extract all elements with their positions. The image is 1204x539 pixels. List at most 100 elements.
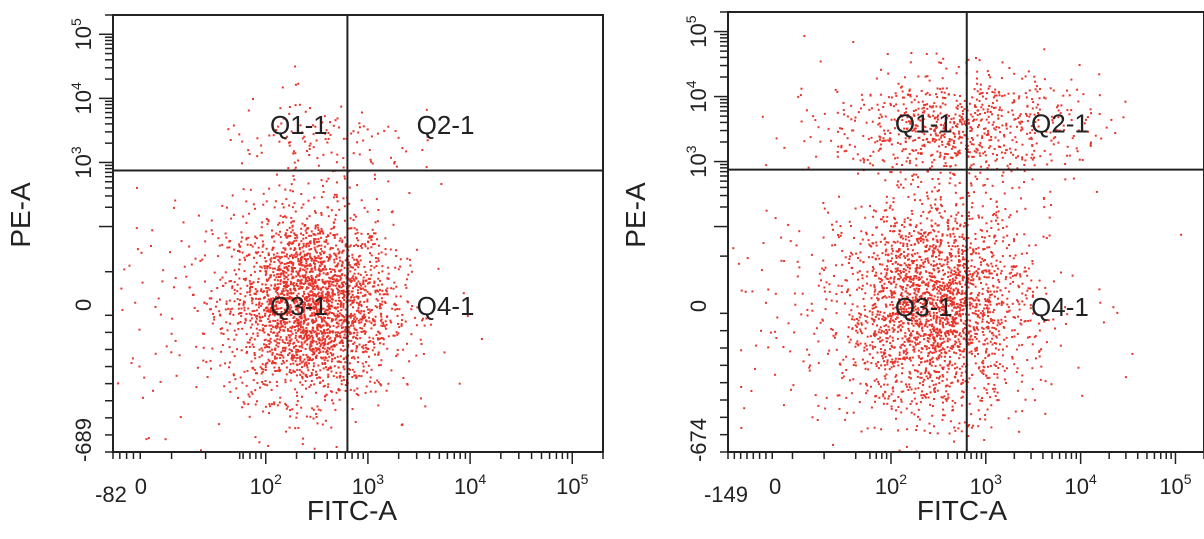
data-point	[228, 381, 231, 384]
data-point	[863, 362, 866, 365]
data-point	[297, 323, 300, 326]
data-point	[884, 352, 887, 355]
data-point	[260, 288, 263, 291]
data-point	[925, 310, 928, 313]
data-point	[903, 341, 906, 343]
data-point	[256, 323, 259, 326]
data-point	[268, 320, 271, 323]
data-point	[269, 306, 272, 309]
data-point	[405, 150, 408, 153]
data-point	[920, 394, 923, 397]
data-point	[938, 262, 941, 265]
data-point	[356, 237, 358, 240]
data-point	[275, 327, 278, 330]
data-point	[365, 361, 367, 364]
data-point	[202, 359, 205, 362]
data-point	[285, 298, 288, 300]
data-point	[309, 256, 312, 259]
data-point	[353, 227, 356, 230]
data-point	[285, 404, 288, 407]
data-point	[899, 357, 902, 360]
data-point	[299, 328, 302, 331]
data-point	[305, 260, 308, 263]
data-point	[319, 288, 322, 291]
data-point	[290, 372, 293, 374]
data-point	[951, 273, 954, 276]
data-point	[798, 266, 801, 269]
data-point	[928, 385, 931, 388]
data-point	[405, 286, 408, 289]
data-point	[852, 378, 855, 381]
data-point	[255, 315, 258, 318]
data-point	[342, 344, 345, 347]
data-point	[275, 255, 278, 258]
data-point	[315, 276, 318, 278]
data-point	[969, 307, 972, 310]
data-point	[253, 265, 256, 268]
data-point	[256, 155, 259, 158]
data-point	[901, 325, 904, 328]
data-point	[379, 279, 381, 282]
data-point	[316, 312, 319, 314]
data-point	[250, 360, 253, 363]
data-point	[302, 437, 305, 440]
data-point	[1019, 275, 1022, 278]
data-point	[359, 318, 362, 321]
data-point	[993, 290, 996, 293]
data-point	[859, 328, 862, 331]
data-point	[830, 299, 833, 302]
data-point	[997, 278, 1000, 281]
data-point	[935, 357, 938, 360]
data-point	[380, 297, 383, 300]
data-point	[316, 334, 318, 337]
data-point	[898, 353, 901, 356]
data-point	[371, 349, 374, 352]
data-point	[266, 280, 269, 282]
data-point	[939, 287, 942, 290]
data-point	[347, 320, 350, 323]
data-point	[953, 296, 956, 299]
data-point	[285, 407, 288, 410]
data-point	[920, 276, 923, 279]
data-point	[294, 248, 297, 251]
data-point	[282, 341, 285, 344]
data-point	[359, 312, 362, 315]
data-point	[319, 253, 322, 256]
data-point	[259, 386, 261, 389]
data-point	[290, 130, 293, 133]
data-point	[286, 267, 288, 270]
data-point	[311, 288, 314, 291]
y-tick-label: 103	[68, 146, 96, 178]
data-point	[322, 272, 325, 275]
data-point	[337, 388, 340, 391]
data-point	[307, 292, 310, 295]
data-point	[333, 234, 336, 237]
data-point	[952, 293, 955, 296]
data-point	[1031, 388, 1034, 391]
data-point	[154, 352, 157, 355]
data-point	[220, 350, 223, 353]
data-point	[357, 291, 359, 294]
data-point	[370, 135, 373, 138]
data-point	[856, 271, 859, 274]
data-point	[300, 317, 303, 320]
data-point	[871, 341, 874, 344]
data-point	[309, 278, 312, 281]
data-point	[351, 266, 354, 269]
data-point	[307, 277, 310, 280]
data-point	[911, 178, 914, 181]
data-point	[948, 432, 951, 435]
data-point	[910, 235, 913, 237]
data-point	[939, 198, 942, 201]
data-point	[903, 255, 906, 258]
data-point	[295, 344, 297, 347]
data-point	[242, 300, 245, 303]
data-point	[275, 380, 278, 383]
data-point	[860, 230, 863, 233]
data-point	[265, 324, 268, 327]
data-point	[312, 146, 315, 149]
data-point	[859, 382, 862, 385]
data-point	[996, 391, 999, 394]
data-point	[279, 336, 282, 339]
data-point	[250, 299, 253, 302]
